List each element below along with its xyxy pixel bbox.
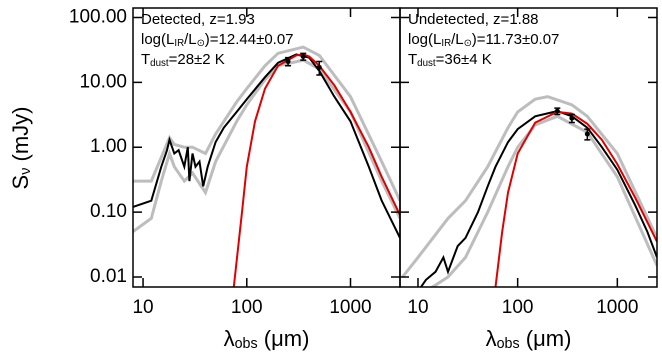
y-tick-label: 100.00: [69, 6, 127, 27]
data-point: [285, 58, 291, 64]
text-part: Undetected, z=1.88: [408, 11, 539, 28]
text-part: log(L: [141, 31, 174, 48]
text-part: (mJy): [8, 107, 33, 168]
text-part: /L: [451, 31, 464, 48]
annotation: log(LIR/L⊙)=12.44±0.07: [141, 31, 294, 49]
x-tick-label: 10: [407, 297, 428, 318]
subscript: obs: [497, 336, 520, 352]
x-tick-label: 1000: [329, 297, 371, 318]
text-part: Detected, z=1.93: [141, 11, 255, 28]
x-tick-label: 1000: [596, 297, 638, 318]
annotation: Tdust=36±4 K: [408, 51, 492, 69]
plot-area: [133, 45, 400, 287]
annotation: log(LIR/L⊙)=11.73±0.07: [408, 31, 559, 49]
plot-area: [401, 95, 657, 287]
curve: [494, 110, 657, 287]
text-part: (μm): [520, 326, 572, 351]
y-tick-label: 0.01: [90, 266, 127, 287]
annotation: Tdust=28±2 K: [141, 51, 225, 69]
subscript: ν: [18, 168, 34, 175]
subscript: ⊙: [464, 38, 472, 49]
x-tick-label: 10: [132, 297, 153, 318]
curve: [133, 58, 400, 233]
text-part: /L: [184, 31, 197, 48]
subscript: dust: [417, 58, 436, 69]
axes-frame: [399, 7, 658, 288]
subscript: obs: [235, 336, 258, 352]
text-part: (μm): [258, 326, 310, 351]
text-part: )=12.44±0.07: [205, 31, 294, 48]
text-part: T: [408, 51, 417, 68]
text-part: )=11.73±0.07: [472, 31, 560, 48]
annotation: Detected, z=1.93: [141, 11, 255, 28]
subscript: IR: [441, 38, 451, 49]
data-point: [569, 115, 575, 121]
data-point: [300, 54, 306, 60]
annotation: Undetected, z=1.88: [408, 11, 539, 28]
curve: [401, 95, 657, 278]
y-tick-label: 10.00: [79, 71, 127, 92]
y-axis-label: Sν (mJy): [8, 107, 34, 190]
x-tick-label: 100: [502, 297, 534, 318]
y-tick-label: 0.10: [90, 201, 127, 222]
text-part: log(L: [408, 31, 441, 48]
subscript: IR: [174, 38, 184, 49]
curve: [133, 53, 400, 239]
y-tick-label: 1.00: [90, 136, 127, 157]
curve: [419, 110, 657, 287]
text-part: λ: [224, 326, 235, 351]
text-part: =36±4 K: [436, 51, 492, 68]
data-point: [584, 131, 590, 137]
text-part: =28±2 K: [169, 51, 225, 68]
x-axis-label: λobs (μm): [224, 326, 310, 352]
subscript: ⊙: [197, 38, 205, 49]
text-part: S: [8, 175, 33, 190]
text-part: λ: [486, 326, 497, 351]
data-point: [554, 108, 560, 114]
x-tick-label: 100: [231, 297, 263, 318]
data-point: [316, 64, 322, 70]
x-axis-label: λobs (μm): [486, 326, 572, 352]
subscript: dust: [150, 58, 169, 69]
curve: [429, 114, 657, 287]
curve: [133, 45, 400, 202]
text-part: T: [141, 51, 150, 68]
